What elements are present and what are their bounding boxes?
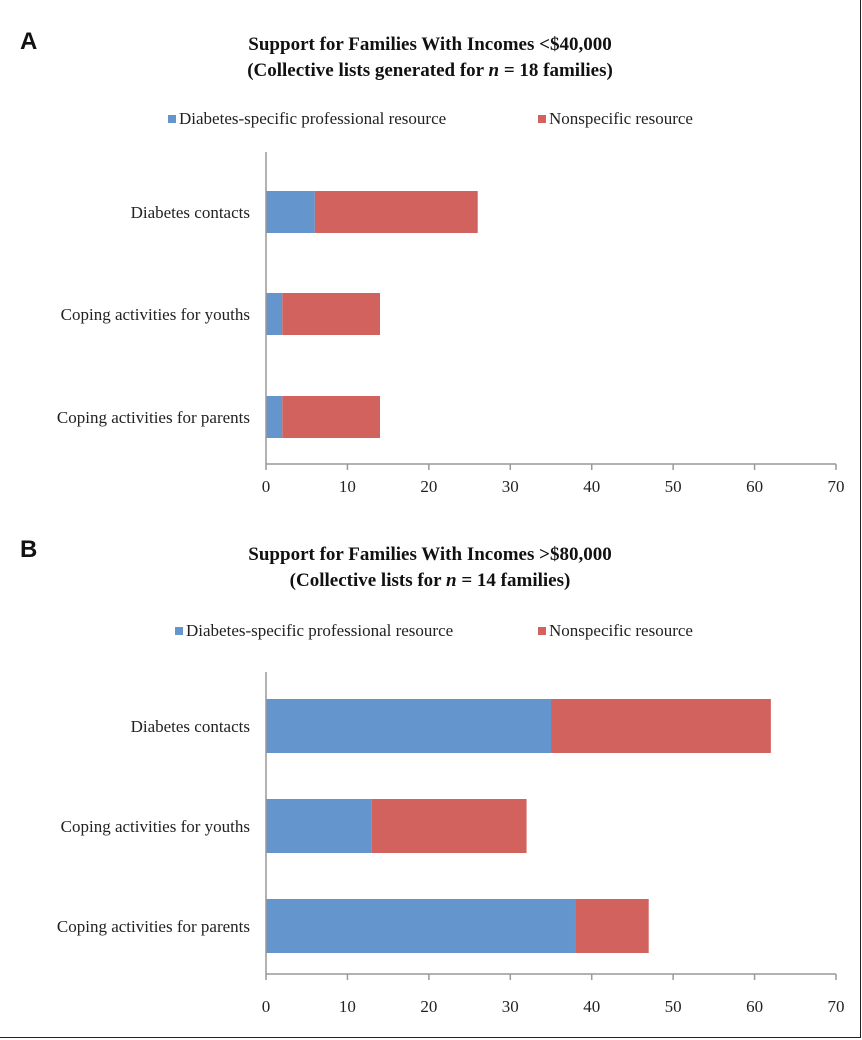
- legend-label-nonspecific: Nonspecific resource: [549, 109, 693, 128]
- legend-swatch-nonspecific: [538, 627, 546, 635]
- panel-letter-b: B: [20, 536, 38, 563]
- bar-b-0-nonspecific: [551, 699, 771, 753]
- bar-a-2-diabetes-specific: [266, 396, 283, 438]
- bar-b-1-nonspecific: [371, 799, 527, 853]
- legend-swatch-diabetes-specific: [175, 627, 183, 635]
- x-tick-label-a-2: 20: [420, 477, 437, 496]
- x-tick-label-b-5: 50: [665, 997, 682, 1016]
- panel-letter-a: A: [20, 28, 38, 55]
- legend-label-diabetes-specific: Diabetes-specific professional resource: [186, 621, 453, 640]
- bar-a-0-nonspecific: [314, 191, 478, 233]
- category-label-b-0: Diabetes contacts: [131, 717, 250, 736]
- x-tick-label-a-7: 70: [828, 477, 845, 496]
- x-tick-label-b-1: 10: [339, 997, 356, 1016]
- chart-title-a-line1: Support for Families With Incomes <$40,0…: [248, 34, 612, 55]
- chart-title-b: Support for Families With Incomes >$80,0…: [150, 542, 710, 594]
- chart-title-a: Support for Families With Incomes <$40,0…: [150, 32, 710, 84]
- x-tick-label-a-0: 0: [262, 477, 271, 496]
- x-tick-label-a-6: 60: [746, 477, 763, 496]
- chart-title-b-line1: Support for Families With Incomes >$80,0…: [248, 544, 612, 565]
- bar-b-1-diabetes-specific: [266, 799, 372, 853]
- bar-a-1-diabetes-specific: [266, 293, 283, 335]
- legend-swatch-nonspecific: [538, 115, 546, 123]
- x-tick-label-a-3: 30: [502, 477, 519, 496]
- x-tick-label-a-4: 40: [583, 477, 600, 496]
- x-tick-label-a-1: 10: [339, 477, 356, 496]
- x-tick-label-a-5: 50: [665, 477, 682, 496]
- bar-b-0-diabetes-specific: [266, 699, 551, 753]
- legend-swatch-diabetes-specific: [168, 115, 176, 123]
- x-tick-label-b-7: 70: [828, 997, 845, 1016]
- category-label-b-2: Coping activities for parents: [57, 917, 250, 936]
- category-label-a-2: Coping activities for parents: [57, 408, 250, 427]
- bar-b-2-nonspecific: [575, 899, 649, 953]
- bar-a-1-nonspecific: [282, 293, 380, 335]
- chart-title-a-line2: (Collective lists generated for n = 18 f…: [247, 60, 613, 81]
- chart-title-b-line2: (Collective lists for n = 14 families): [289, 570, 571, 591]
- legend-label-diabetes-specific: Diabetes-specific professional resource: [179, 109, 446, 128]
- chart-a: Diabetes-specific professional resource N…: [57, 109, 845, 496]
- chart-b: Diabetes-specific professional resource N…: [57, 621, 845, 1016]
- category-label-b-1: Coping activities for youths: [61, 817, 250, 836]
- x-tick-label-b-6: 60: [746, 997, 763, 1016]
- bar-b-2-diabetes-specific: [266, 899, 576, 953]
- bar-a-0-diabetes-specific: [266, 191, 315, 233]
- bar-a-2-nonspecific: [282, 396, 380, 438]
- x-tick-label-b-2: 20: [420, 997, 437, 1016]
- x-tick-label-b-0: 0: [262, 997, 271, 1016]
- legend-label-nonspecific: Nonspecific resource: [549, 621, 693, 640]
- category-label-a-0: Diabetes contacts: [131, 203, 250, 222]
- x-tick-label-b-4: 40: [583, 997, 600, 1016]
- category-label-a-1: Coping activities for youths: [61, 305, 250, 324]
- x-tick-label-b-3: 30: [502, 997, 519, 1016]
